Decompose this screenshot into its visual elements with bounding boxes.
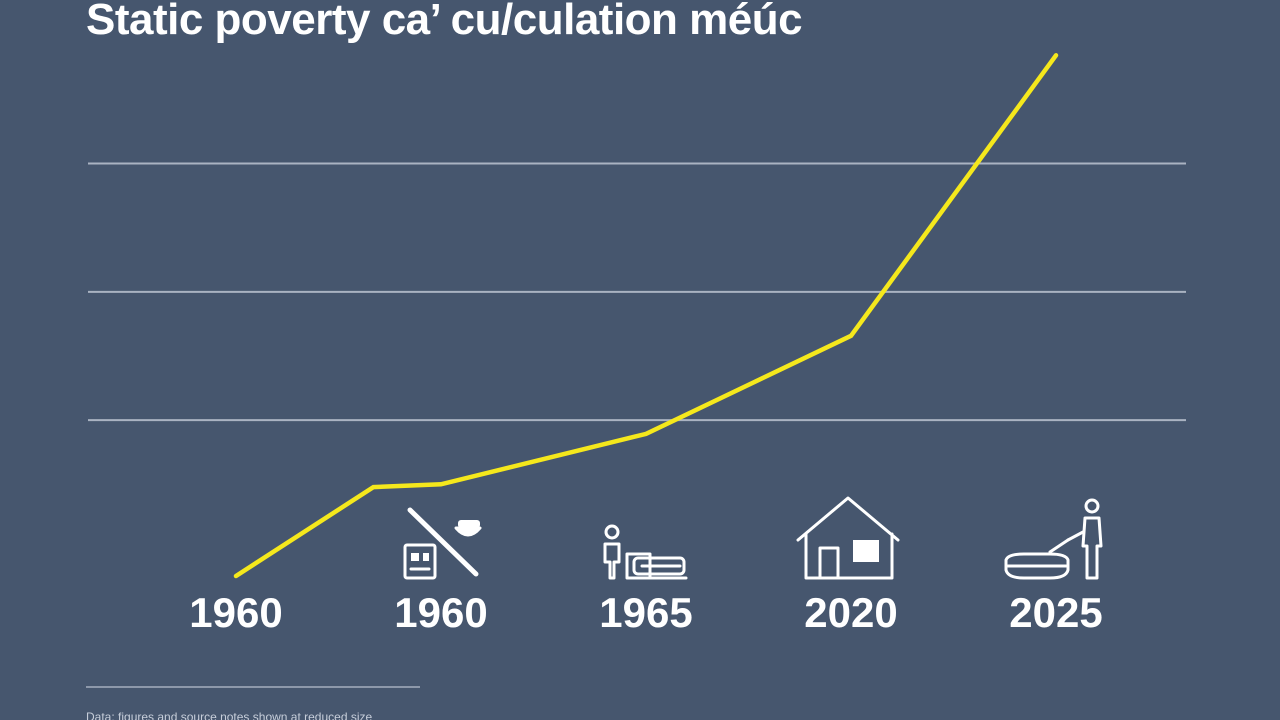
x-tick-label: 1960 bbox=[189, 589, 282, 636]
x-tick-label: 1965 bbox=[599, 589, 692, 636]
gridlines bbox=[88, 162, 1186, 422]
footer-divider bbox=[86, 686, 420, 688]
footer-source-note: Data: figures and source notes shown at … bbox=[86, 710, 373, 720]
x-tick-label: 2020 bbox=[804, 589, 897, 636]
id-card-icon bbox=[403, 543, 437, 580]
x-tick-label: 2025 bbox=[1009, 589, 1102, 636]
house-icon bbox=[796, 496, 900, 580]
x-tick-labels: 1960 1960 1965 2020 2025 bbox=[189, 589, 1102, 636]
category-icons bbox=[403, 496, 1103, 580]
person-with-bed-icon bbox=[603, 524, 688, 580]
series-line-layer bbox=[233, 53, 1059, 579]
person-with-basin-icon bbox=[1004, 498, 1103, 580]
x-tick-label: 1960 bbox=[394, 589, 487, 636]
series-line-1 bbox=[233, 53, 1059, 579]
chart-title: Static poverty ca’ cu/culation méúc bbox=[86, 0, 803, 44]
no-bowl-icon bbox=[407, 507, 482, 577]
